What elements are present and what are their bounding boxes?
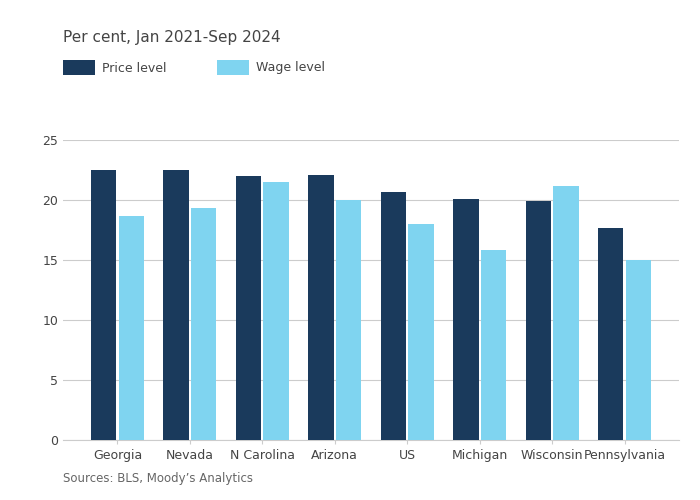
Text: Sources: BLS, Moody’s Analytics: Sources: BLS, Moody’s Analytics: [63, 472, 253, 485]
Bar: [526, 201, 551, 440]
Bar: [191, 208, 216, 440]
Text: Per cent, Jan 2021-Sep 2024: Per cent, Jan 2021-Sep 2024: [63, 30, 281, 45]
Bar: [263, 182, 289, 440]
Bar: [118, 216, 144, 440]
Bar: [626, 260, 651, 440]
Bar: [408, 224, 434, 440]
Bar: [91, 170, 116, 440]
Bar: [453, 199, 479, 440]
Bar: [381, 192, 406, 440]
Bar: [217, 60, 248, 75]
Text: Price level: Price level: [102, 62, 166, 74]
Bar: [553, 186, 579, 440]
Text: Wage level: Wage level: [256, 62, 325, 74]
Bar: [236, 176, 261, 440]
Bar: [598, 228, 624, 440]
Bar: [163, 170, 189, 440]
Bar: [308, 175, 334, 440]
Bar: [336, 200, 361, 440]
Bar: [63, 60, 94, 75]
Bar: [481, 250, 506, 440]
